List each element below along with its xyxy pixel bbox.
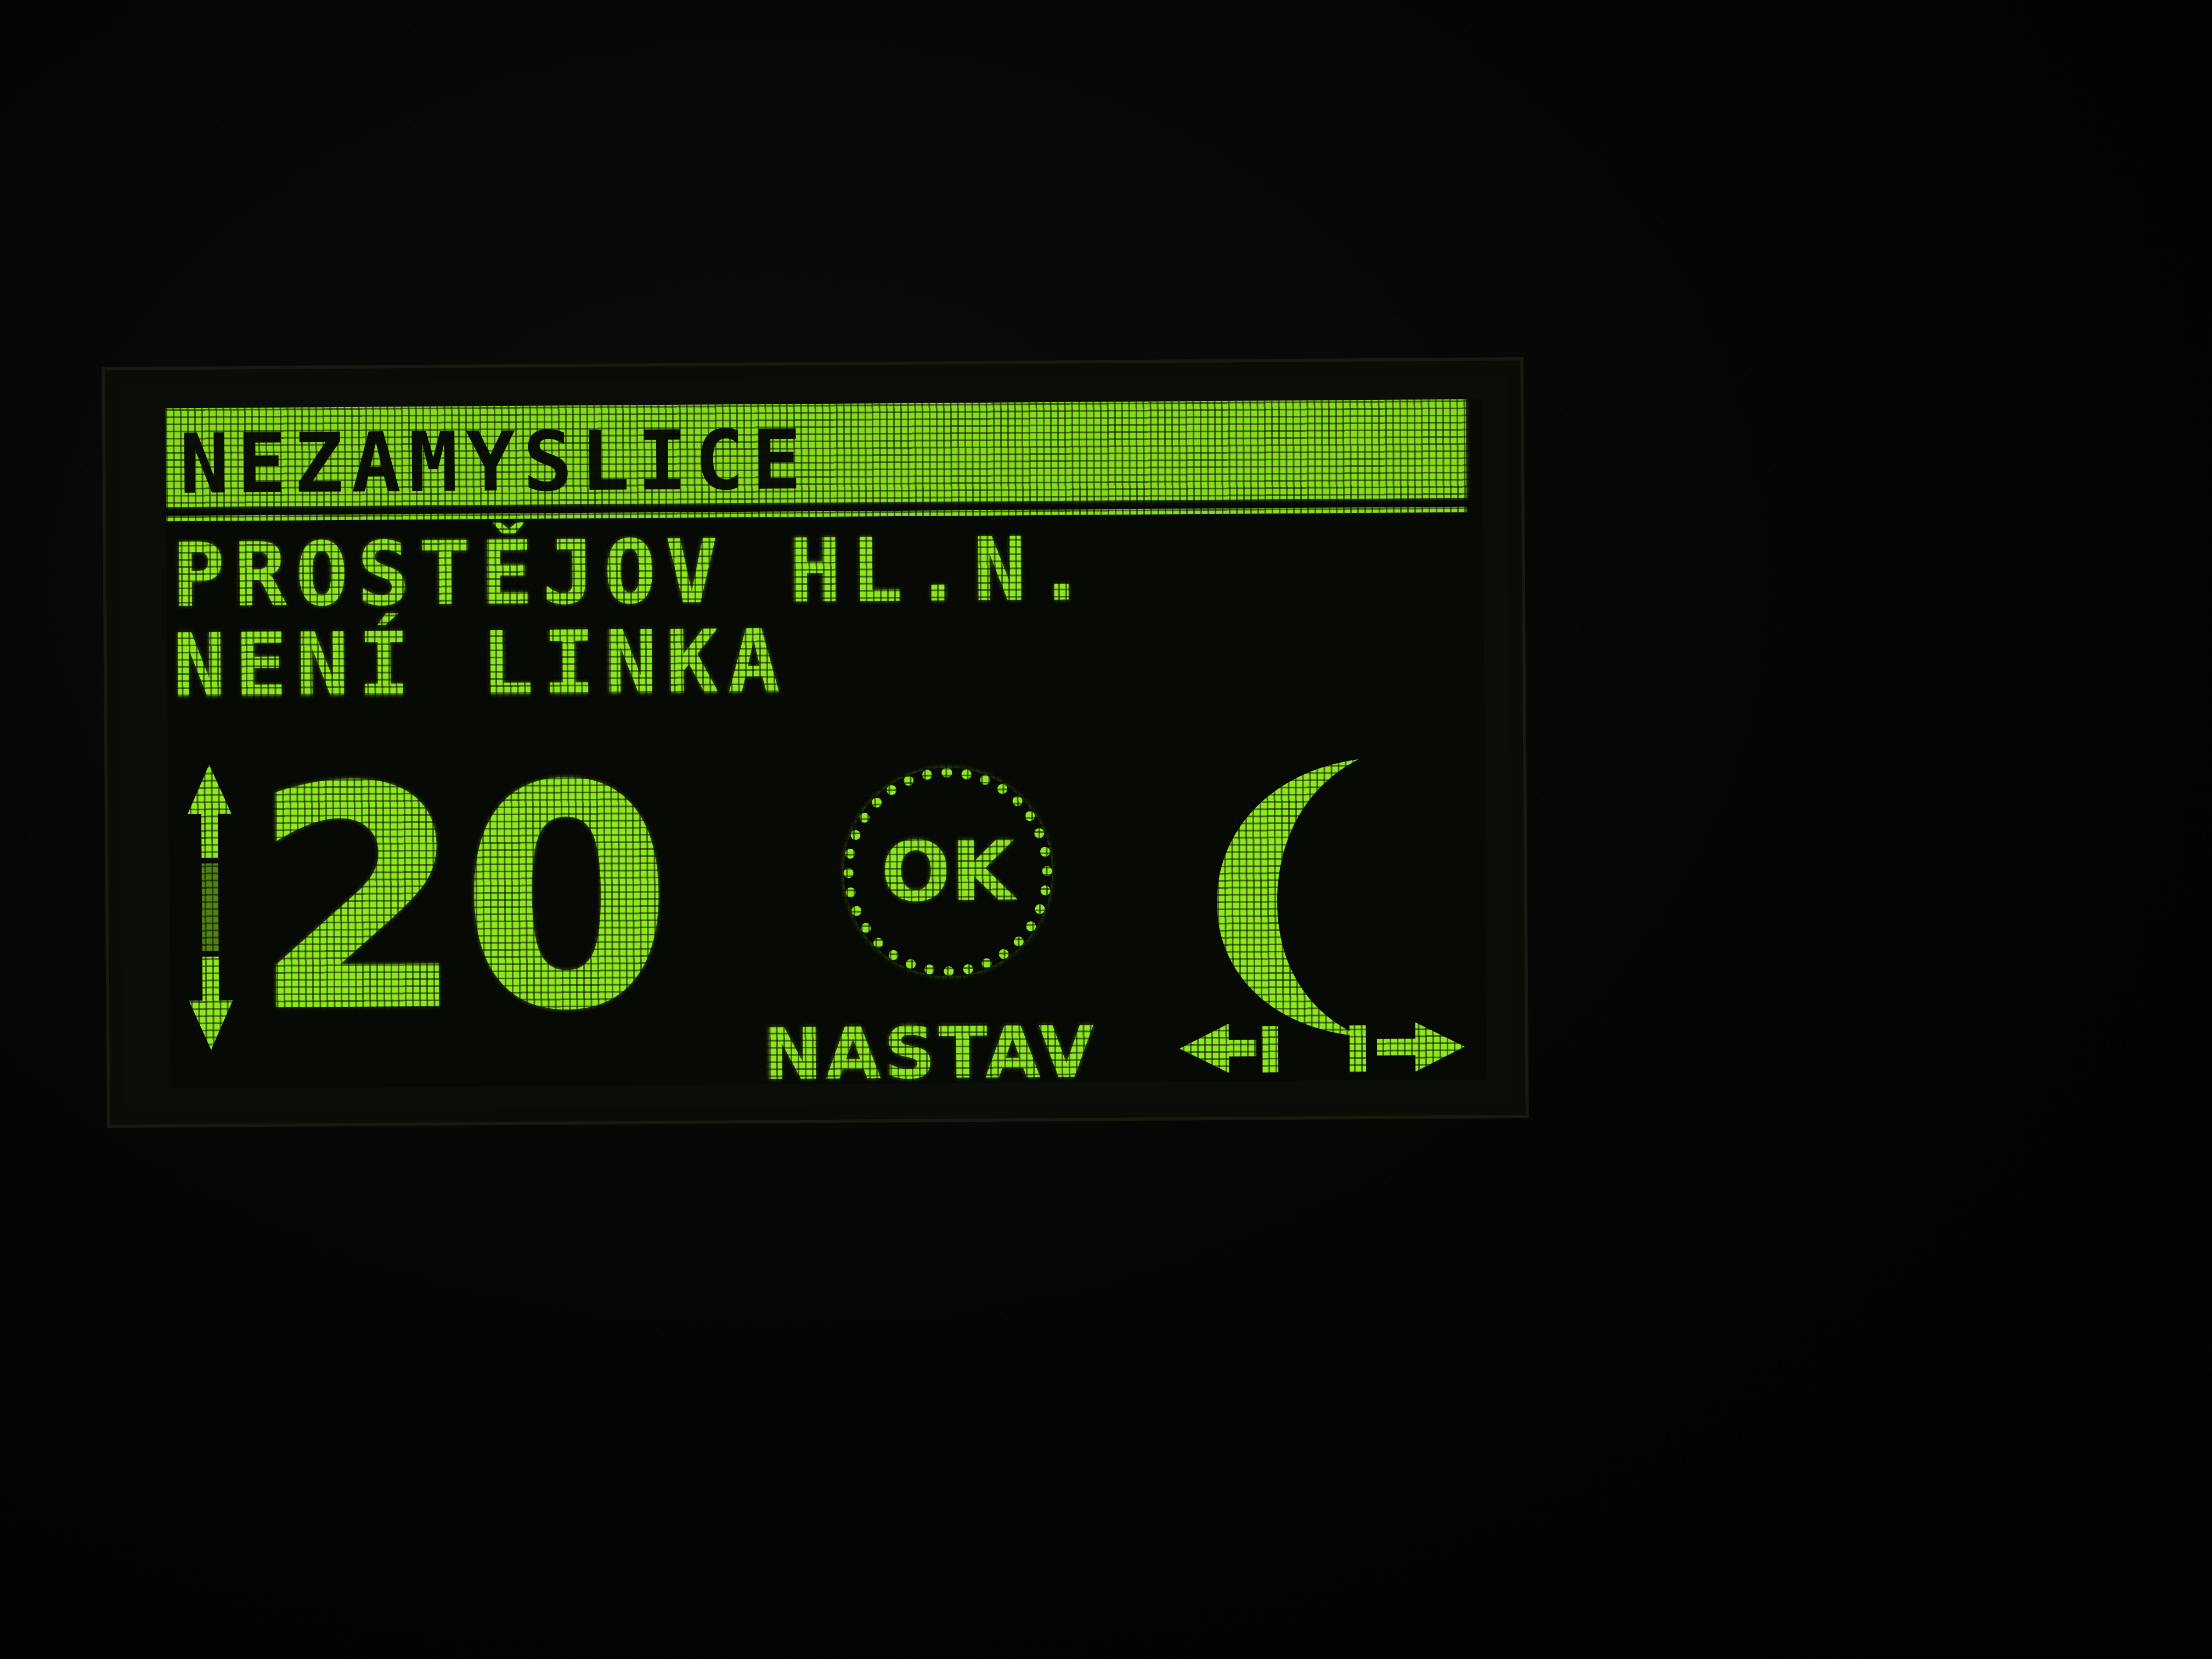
up-down-arrow-icon [187, 764, 233, 1050]
nastav-label: NASTAV [762, 1010, 1098, 1089]
destination-line: PROSTĚJOV HL.N. [172, 517, 1097, 627]
big-number-display: 20 [250, 719, 669, 1081]
ok-label: OK [881, 823, 1015, 921]
lcd-bezel: NEZAMYSLICE PROSTĚJOV HL.N. NENÍ LINKA 2… [101, 357, 1529, 1128]
crescent-moon-icon [1217, 759, 1361, 1037]
right-arrow-icon[interactable] [1349, 1017, 1465, 1077]
line-status: NENÍ LINKA [172, 610, 789, 718]
left-arrow-icon[interactable] [1179, 1018, 1284, 1079]
header-station-name: NEZAMYSLICE [179, 413, 810, 513]
ok-button[interactable]: OK [843, 766, 1053, 977]
lcd-screen: NEZAMYSLICE PROSTĚJOV HL.N. NENÍ LINKA 2… [165, 399, 1487, 1089]
header-bar: NEZAMYSLICE [165, 399, 1466, 513]
